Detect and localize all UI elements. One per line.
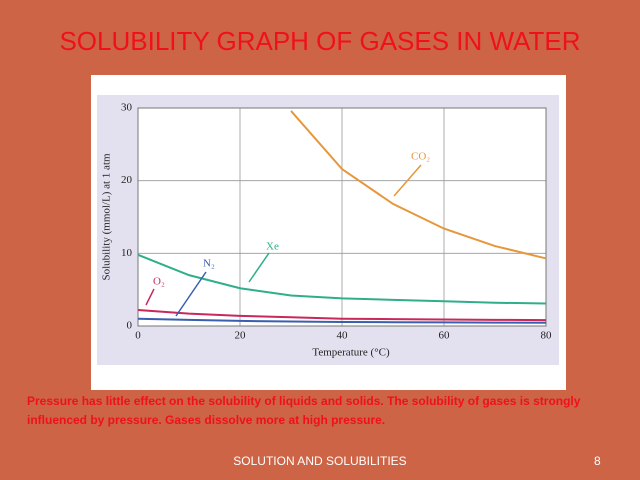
series-line bbox=[137, 317, 547, 324]
slide-title: SOLUBILITY GRAPH OF GASES IN WATER bbox=[59, 26, 581, 56]
x-tick-label: 60 bbox=[439, 330, 451, 342]
series-line bbox=[137, 253, 547, 305]
series-line bbox=[137, 309, 547, 322]
series-line bbox=[290, 110, 547, 260]
x-tick-label: 0 bbox=[135, 330, 141, 342]
x-tick-label: 20 bbox=[235, 330, 247, 342]
series-label: Xe bbox=[266, 241, 279, 253]
arrow bbox=[248, 252, 270, 283]
arrows bbox=[145, 164, 422, 317]
x-axis-label: Temperature (°C) bbox=[312, 347, 390, 359]
series-label: N₂ bbox=[203, 258, 215, 270]
x-tick-label: 80 bbox=[541, 330, 553, 342]
chart: Temperature (°C) Solubility (mmol/L) at … bbox=[91, 75, 566, 390]
series-label: CO₂ bbox=[411, 151, 430, 163]
arrow bbox=[145, 288, 155, 306]
y-tick-label: 20 bbox=[121, 174, 133, 186]
arrow bbox=[393, 164, 422, 197]
y-tick-label: 30 bbox=[121, 102, 133, 114]
plot-border bbox=[137, 107, 547, 327]
y-axis-label: Solubility (mmol/L) at 1 atm bbox=[101, 153, 113, 281]
y-tick-label: 0 bbox=[127, 320, 133, 332]
page-number: 8 bbox=[594, 454, 601, 468]
caption: Pressure has little effect on the solubi… bbox=[27, 394, 581, 427]
series-label: O₂ bbox=[153, 276, 165, 288]
x-tick-label: 40 bbox=[337, 330, 349, 342]
footer: SOLUTION AND SOLUBILITIES bbox=[233, 454, 407, 468]
y-tick-label: 10 bbox=[121, 247, 133, 259]
arrow bbox=[175, 271, 207, 317]
